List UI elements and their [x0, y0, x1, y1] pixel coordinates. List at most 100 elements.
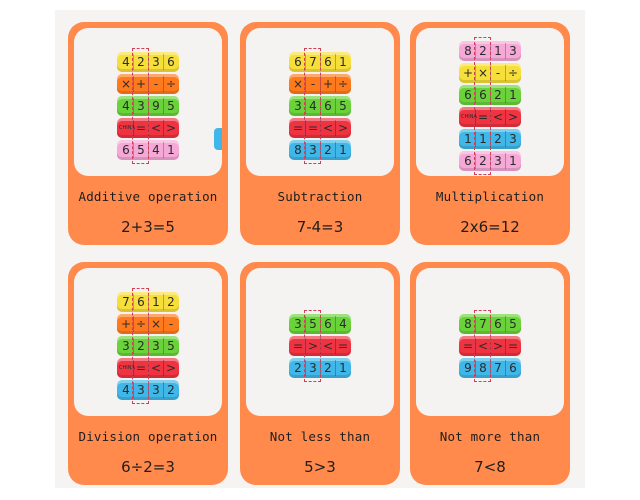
ring-divider: [505, 338, 506, 354]
ring-symbol: =: [307, 121, 319, 135]
ring-symbol: +: [120, 317, 132, 331]
toy-photo: 4 2 3 6 × + - ÷ 4 3 9 5 CHINA = < >6 5 4 1: [74, 28, 222, 176]
ring-symbol: 2: [494, 132, 502, 146]
ring-divider: [133, 76, 134, 92]
ring-divider: [505, 43, 506, 59]
ring-divider: [335, 98, 336, 114]
tower-ring: = < > =: [459, 336, 521, 356]
ring-symbol: 3: [509, 132, 517, 146]
ring-symbol: ×: [477, 66, 489, 80]
ring-symbol: 8: [464, 44, 472, 58]
ring-divider: [133, 294, 134, 310]
ring-divider: [133, 360, 134, 376]
ring-symbol: 8: [464, 317, 472, 331]
ring-symbol: >: [165, 121, 177, 135]
ring-symbol: 7: [122, 295, 130, 309]
ring-symbol: 5: [509, 317, 517, 331]
ring-symbol: 6: [479, 88, 487, 102]
ring-symbol: =: [477, 110, 489, 124]
ring-symbol: ×: [120, 77, 132, 91]
ring-symbol: 2: [324, 361, 332, 375]
ring-symbol: 7: [309, 55, 317, 69]
example-card: 8 2 1 3 + × - ÷ 6 6 2 1 CHINA = < >1 1 2 3 6 2 3 1 Multiplicati…: [410, 22, 570, 245]
ring-symbol: 1: [152, 295, 160, 309]
number-tower: 6 7 6 1 × - + ÷ 3 4 6 5 = = < >8 3 2 1: [289, 48, 351, 164]
ring-divider: [163, 98, 164, 114]
ring-divider: [475, 316, 476, 332]
ring-symbol: 6: [137, 295, 145, 309]
tower-ring: = > < =: [289, 336, 351, 356]
number-tower: 8 2 1 3 + × - ÷ 6 6 2 1 CHINA = < >1 1 2 3 6 2 3 1: [459, 37, 521, 175]
ring-divider: [163, 316, 164, 332]
card-label: Additive operation: [78, 189, 218, 204]
ring-divider: [475, 338, 476, 354]
tower-ring: × + - ÷: [117, 74, 179, 94]
ring-symbol: 3: [294, 99, 302, 113]
ring-symbol: 8: [294, 143, 302, 157]
ring-symbol: <: [477, 339, 489, 353]
ring-symbol: 3: [152, 383, 160, 397]
tower-ring: = = < >: [289, 118, 351, 138]
ring-symbol: 9: [152, 99, 160, 113]
ring-symbol: 6: [324, 99, 332, 113]
ring-symbol: 3: [137, 99, 145, 113]
ring-symbol: <: [322, 121, 334, 135]
ring-divider: [475, 43, 476, 59]
number-tower: 4 2 3 6 × + - ÷ 4 3 9 5 CHINA = < >6 5 4 1: [117, 48, 179, 164]
ring-divider: [133, 316, 134, 332]
ring-symbol: 1: [479, 132, 487, 146]
ring-symbol: -: [168, 317, 174, 331]
ring-symbol: >: [307, 339, 319, 353]
ring-symbol: 2: [324, 143, 332, 157]
card-formula: 7-4=3: [296, 218, 344, 236]
ring-symbol: CHINA: [119, 125, 135, 131]
ring-symbol: 6: [464, 154, 472, 168]
tower-ring: + × - ÷: [459, 63, 521, 83]
ring-divider: [505, 316, 506, 332]
ring-symbol: =: [507, 339, 519, 353]
ring-divider: [475, 131, 476, 147]
ring-symbol: 3: [494, 154, 502, 168]
ring-symbol: 6: [464, 88, 472, 102]
ring-symbol: 2: [479, 44, 487, 58]
ring-divider: [133, 54, 134, 70]
ring-symbol: 5: [339, 99, 347, 113]
card-label: Subtraction: [277, 189, 363, 204]
ring-symbol: +: [462, 66, 474, 80]
ring-divider: [305, 76, 306, 92]
ring-divider: [305, 316, 306, 332]
tower-ring: × - + ÷: [289, 74, 351, 94]
ring-divider: [133, 120, 134, 136]
ring-divider: [305, 98, 306, 114]
ring-divider: [305, 120, 306, 136]
toy-photo: 7 6 1 2 + ÷ × -3 2 3 5 CHINA = < >4 3 3 2: [74, 268, 222, 416]
toy-photo: 8 7 6 5 = < > = 9 8 7 6: [416, 268, 564, 416]
ring-symbol: ÷: [135, 317, 147, 331]
toy-photo: 3 5 6 4 = > < = 2 3 2 1: [246, 268, 394, 416]
ring-symbol: =: [292, 121, 304, 135]
card-formula: 7<8: [474, 458, 506, 476]
ring-symbol: 3: [309, 361, 317, 375]
ring-symbol: >: [507, 110, 519, 124]
ring-divider: [475, 153, 476, 169]
ring-divider: [163, 120, 164, 136]
ring-symbol: <: [492, 110, 504, 124]
ring-symbol: 6: [294, 55, 302, 69]
ring-divider: [163, 76, 164, 92]
ring-divider: [133, 142, 134, 158]
ring-divider: [163, 360, 164, 376]
toy-photo: 6 7 6 1 × - + ÷ 3 4 6 5 = = < >8 3 2 1: [246, 28, 394, 176]
ring-symbol: 1: [494, 44, 502, 58]
ring-symbol: 1: [509, 154, 517, 168]
card-formula: 6÷2=3: [121, 458, 175, 476]
